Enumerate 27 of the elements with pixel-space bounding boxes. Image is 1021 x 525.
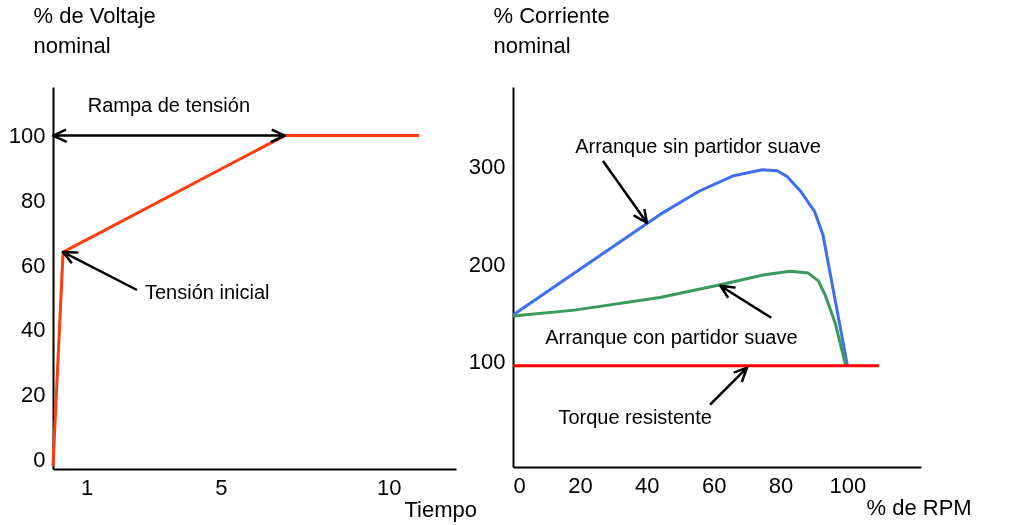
annotation: Arranque con partidor suave [545,325,798,348]
x-tick-label: 20 [568,472,593,498]
x-tick-label: 40 [635,472,660,498]
y-tick-label: 300 [468,154,506,180]
y-tick-label: 40 [21,317,46,343]
y-axis-title: % Corriente nominal [493,2,610,58]
x-tick-label: 60 [701,472,727,498]
y-axis-title: % de Voltaje nominal [33,2,156,58]
x-tick-label: 10 [377,474,402,500]
annotation: Torque resistente [558,405,712,428]
y-tick-label: 100 [468,349,506,375]
annotation: Tensión inicial [145,281,270,303]
annotation: Rampa de tensión [87,93,251,116]
x-tick-label: 5 [215,474,228,500]
x-tick-label: 100 [829,472,867,498]
x-tick-label: 0 [513,472,526,498]
x-tick-label: 80 [768,472,794,498]
y-tick-label: 20 [21,382,46,408]
y-tick-label: 200 [468,251,506,277]
annotation: Arranque sin partidor suave [575,135,821,157]
y-tick-label: 60 [21,252,46,278]
y-tick-label: 0 [33,446,46,472]
x-tick-label: 1 [80,474,94,500]
y-tick-label: 80 [21,187,46,213]
y-tick-label: 100 [8,123,46,149]
x-axis-title: % de RPM [866,494,972,520]
x-axis-title: Tiempo [404,496,478,522]
